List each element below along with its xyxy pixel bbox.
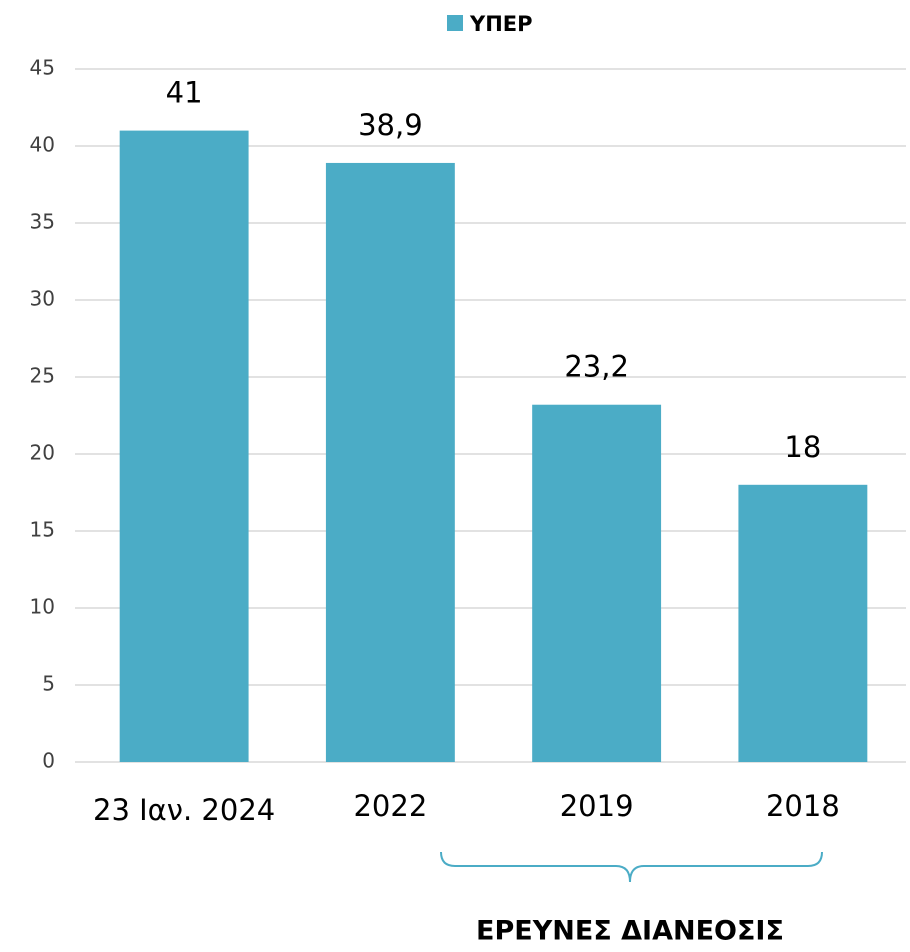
x-tick-label: 2018 bbox=[766, 789, 840, 823]
bar bbox=[532, 404, 662, 762]
y-tick-label: 40 bbox=[30, 133, 55, 157]
data-label: 38,9 bbox=[358, 108, 423, 142]
y-tick-label: 30 bbox=[30, 287, 55, 311]
data-label: 23,2 bbox=[564, 350, 629, 384]
y-tick-label: 25 bbox=[30, 364, 55, 388]
data-label: 41 bbox=[166, 76, 203, 110]
brace bbox=[440, 851, 823, 883]
y-tick-label: 0 bbox=[42, 749, 55, 773]
y-tick-label: 35 bbox=[30, 210, 55, 234]
x-tick-label: 2022 bbox=[353, 789, 427, 823]
x-tick-label: 2019 bbox=[560, 789, 634, 823]
bar bbox=[325, 162, 455, 762]
legend-swatch bbox=[447, 15, 463, 31]
x-tick-label: 23 Ιαν. 2024 bbox=[93, 793, 275, 827]
bar bbox=[738, 484, 868, 762]
data-label: 18 bbox=[784, 430, 821, 464]
y-tick-label: 10 bbox=[30, 595, 55, 619]
y-tick-label: 15 bbox=[30, 518, 55, 542]
y-tick-label: 5 bbox=[42, 672, 55, 696]
y-tick-label: 45 bbox=[30, 56, 55, 80]
y-tick-label: 20 bbox=[30, 441, 55, 465]
legend-label: ΥΠΕΡ bbox=[469, 12, 533, 36]
bar bbox=[119, 130, 249, 763]
annotation: ΕΡΕΥΝΕΣ ΔΙΑΝΕΟΣΙΣ bbox=[476, 916, 784, 947]
